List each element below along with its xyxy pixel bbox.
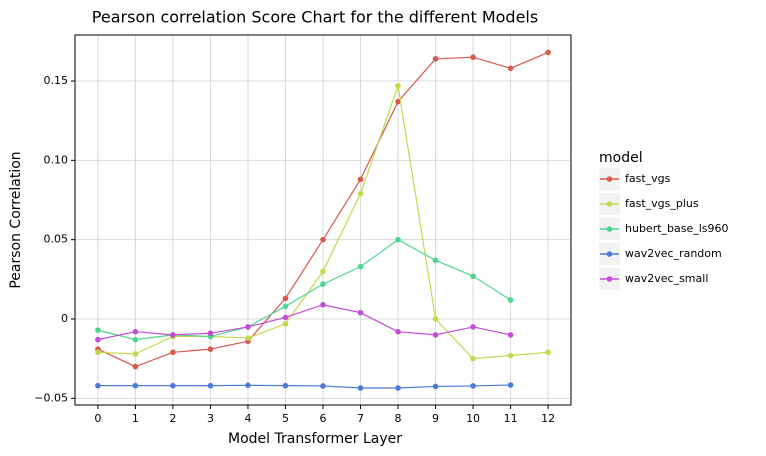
x-tick-label: 9 [432,412,439,425]
data-point [395,98,401,105]
data-point [395,385,401,391]
data-point [170,382,176,389]
data-point [170,349,176,356]
x-tick-label: 2 [169,412,176,425]
legend-label: fast_vgs [625,172,671,185]
data-point [245,382,251,389]
x-tick-label: 10 [466,412,480,425]
data-point [132,382,139,389]
data-point [507,352,514,359]
data-point [432,332,439,338]
data-point [470,273,476,279]
data-point [245,335,251,341]
data-point [320,281,326,287]
x-tick-label: 8 [395,412,402,425]
x-tick-label: 4 [244,412,251,425]
chart-title: Pearson correlation Score Chart for the … [92,8,538,27]
data-point [282,382,289,389]
x-tick-label: 6 [320,412,327,425]
legend-dot [606,226,613,232]
data-point [320,236,326,243]
data-point [507,332,514,338]
legend-label: fast_vgs_plus [625,197,699,210]
data-point [545,349,551,356]
data-point [320,268,326,275]
x-tick-label: 3 [207,412,214,425]
data-point [507,65,514,72]
data-point [170,332,176,338]
data-point [132,336,139,343]
data-point [432,257,439,264]
data-point [282,295,289,302]
legend-dot [606,276,613,282]
series-line [97,238,511,341]
data-point [432,383,439,390]
data-point [132,363,139,370]
data-point [282,314,289,321]
x-tick-label: 5 [282,412,289,425]
y-tick-label: 0.15 [44,74,69,87]
data-point [357,385,364,391]
data-point [357,190,364,197]
data-point [357,309,364,316]
data-point [470,355,476,362]
y-tick-label: −0.05 [34,391,68,404]
data-point [282,303,289,310]
data-point [357,176,364,183]
data-point [545,49,551,56]
data-point [95,382,101,389]
y-tick-label: 0 [61,312,68,325]
x-tick-label: 7 [357,412,364,425]
plot-border [74,34,572,406]
series-line [97,384,511,389]
data-point [245,324,251,330]
y-axis-label: Pearson Correlation [8,151,24,288]
x-tick-label: 0 [94,412,101,425]
data-point [132,328,139,335]
legend-label: wav2vec_small [625,272,708,285]
data-point [95,349,101,356]
legend-label: wav2vec_random [625,247,722,260]
x-tick-label: 1 [132,412,139,425]
data-point [507,382,514,388]
data-point [207,346,214,352]
data-point [207,330,214,337]
data-point [357,263,364,270]
legend-dot [606,201,613,207]
data-point [132,351,139,357]
x-tick-label: 12 [541,412,555,425]
legend-dot [606,176,613,182]
x-axis-label: Model Transformer Layer [228,431,402,447]
data-point [395,82,401,89]
data-point [432,55,439,62]
legend-label: hubert_base_ls960 [625,222,729,235]
y-tick-label: 0.10 [44,153,69,166]
data-point [395,236,401,243]
data-point [470,54,476,61]
data-point [95,327,101,333]
y-tick-label: 0.05 [44,233,69,246]
legend-dot [606,251,613,257]
data-point [320,383,326,389]
legend-title: model [599,150,643,166]
data-point [470,383,476,389]
data-point [320,301,326,308]
data-point [470,324,476,330]
data-point [95,336,101,343]
data-point [507,297,514,303]
series-line [97,304,511,341]
data-point [432,316,439,322]
data-point [395,328,401,335]
data-point [282,320,289,327]
data-point [207,382,214,389]
x-tick-label: 11 [504,412,518,425]
